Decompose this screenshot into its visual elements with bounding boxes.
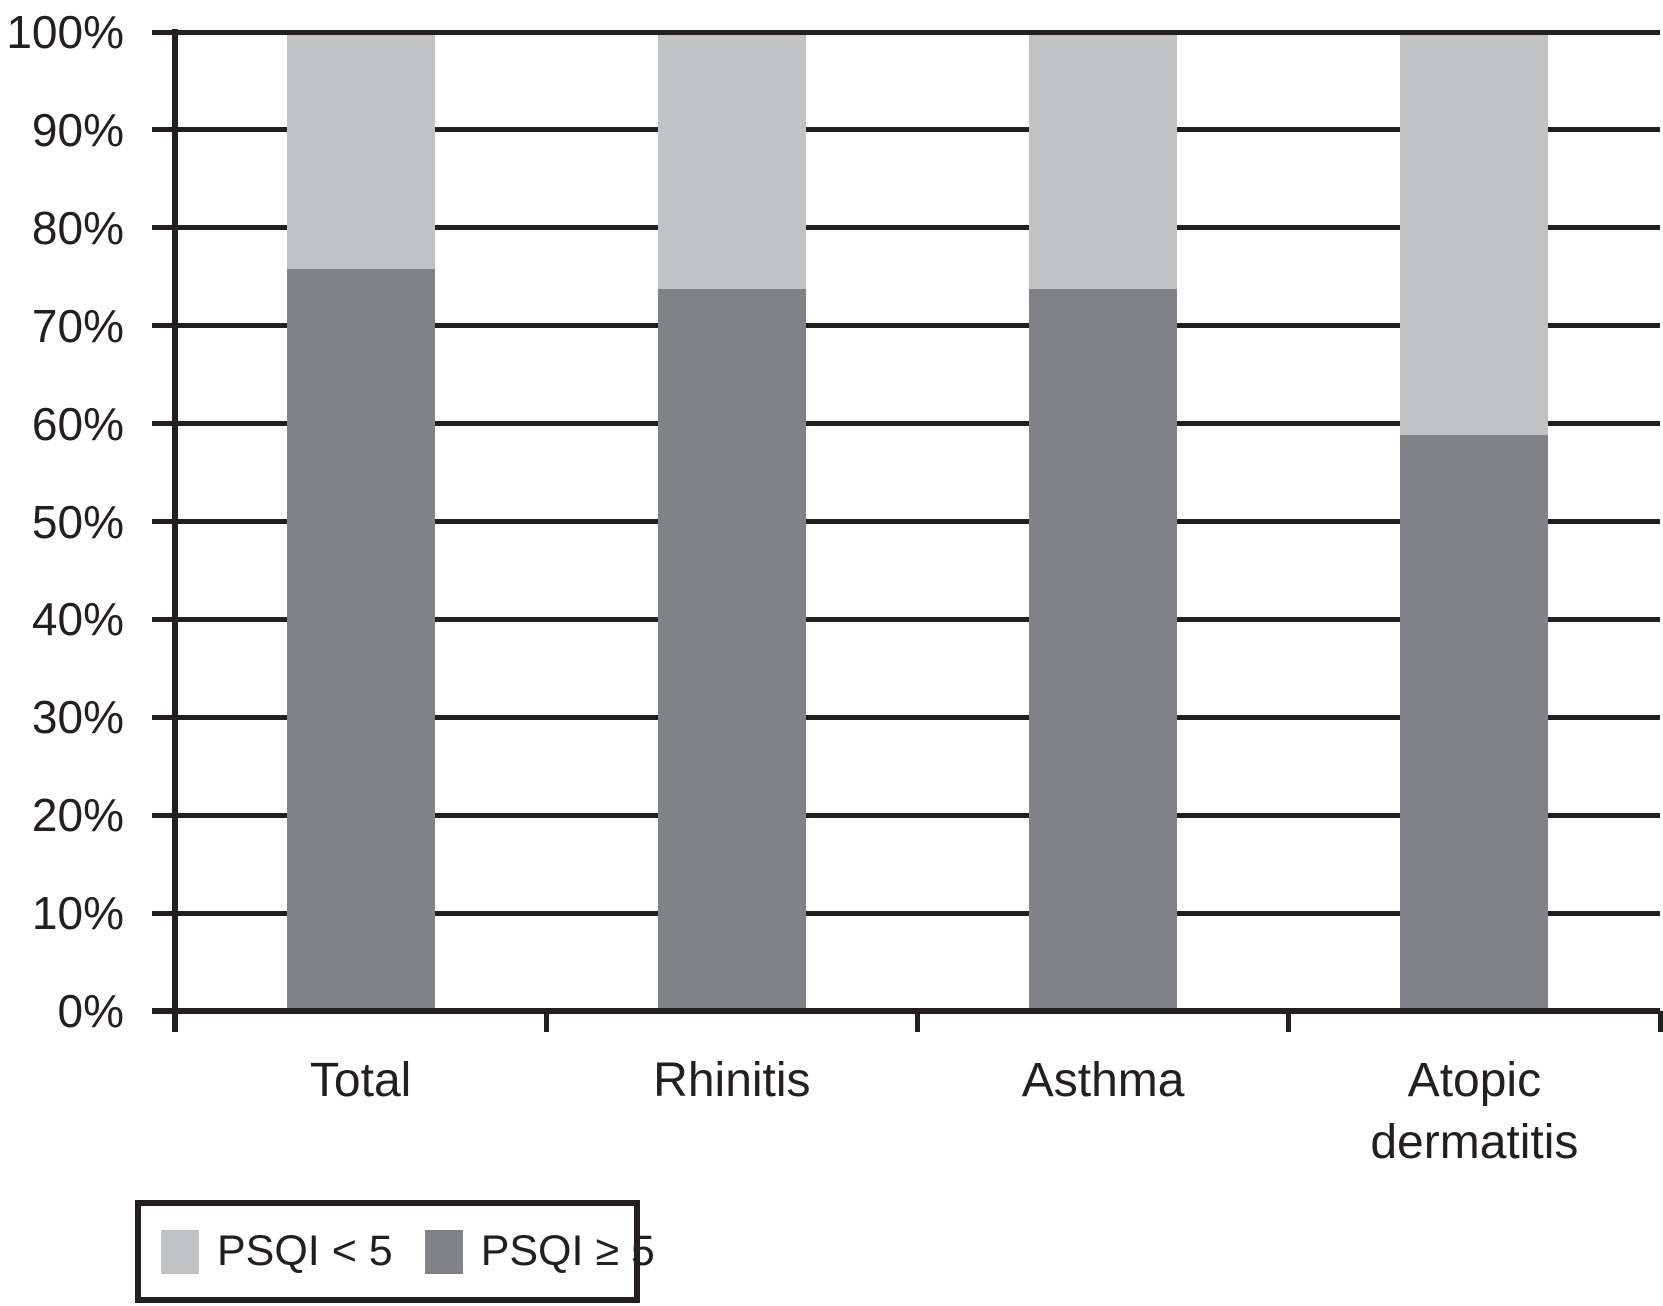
x-category-label-rhinitis: Rhinitis xyxy=(653,1054,811,1107)
y-tick-label-80: 80% xyxy=(31,201,124,254)
bar-rhinitis xyxy=(657,34,806,1011)
gridline-20 xyxy=(152,812,1660,818)
y-axis-line xyxy=(172,29,178,1032)
legend-swatch-psqi-ge-5-icon xyxy=(424,1229,463,1274)
bar-asthma xyxy=(1029,34,1178,1011)
bar-segment-psqi-ge-5 xyxy=(1029,289,1178,1011)
legend-label-psqi-lt-5: PSQI < 5 xyxy=(217,1227,393,1275)
x-tick-3 xyxy=(1286,1011,1292,1032)
legend-label-psqi-ge-5: PSQI ≥ 5 xyxy=(480,1227,655,1275)
gridline-90 xyxy=(152,127,1660,133)
legend: PSQI < 5 PSQI ≥ 5 xyxy=(135,1200,655,1303)
bar-atopic-dermatitis xyxy=(1400,34,1549,1011)
x-category-label-total: Total xyxy=(309,1054,412,1107)
legend-item-psqi-lt-5: PSQI < 5 xyxy=(161,1227,393,1276)
y-tick-label-30: 30% xyxy=(31,691,124,744)
gridline-50 xyxy=(152,519,1660,524)
y-tick-label-20: 20% xyxy=(31,789,124,842)
bar-segment-psqi-lt-5 xyxy=(1029,34,1178,289)
gridline-40 xyxy=(152,616,1660,622)
gridline-80 xyxy=(152,225,1660,231)
bar-segment-psqi-ge-5 xyxy=(1400,435,1549,1011)
x-category-label-asthma: Asthma xyxy=(1021,1054,1185,1107)
gridline-70 xyxy=(152,323,1660,329)
bar-segment-psqi-lt-5 xyxy=(1400,34,1549,435)
bar-segment-psqi-ge-5 xyxy=(286,269,435,1011)
gridline-30 xyxy=(152,714,1660,720)
y-tick-label-10: 10% xyxy=(31,887,124,940)
bar-total xyxy=(286,34,435,1011)
bar-segment-psqi-ge-5 xyxy=(657,289,806,1011)
y-tick-label-0: 0% xyxy=(57,985,124,1037)
y-tick-label-90: 90% xyxy=(31,103,124,156)
y-tick-label-50: 50% xyxy=(31,495,124,548)
x-tick-2 xyxy=(915,1011,920,1032)
y-tick-label-60: 60% xyxy=(31,397,124,450)
gridline-10 xyxy=(152,910,1660,916)
legend-item-psqi-ge-5: PSQI ≥ 5 xyxy=(424,1227,655,1276)
x-category-label-atopic-dermatitis: Atopic dermatitis xyxy=(1370,1054,1579,1169)
x-axis-line xyxy=(152,1008,1660,1014)
y-tick-label-70: 70% xyxy=(31,299,124,352)
y-tick-label-100: 100% xyxy=(6,6,124,58)
x-tick-1 xyxy=(543,1011,549,1032)
y-tick-label-40: 40% xyxy=(31,593,124,646)
x-tick-4 xyxy=(1657,1011,1663,1032)
bar-segment-psqi-lt-5 xyxy=(286,34,435,269)
gridline-100-overlay xyxy=(152,30,1660,35)
bar-segment-psqi-lt-5 xyxy=(657,34,806,289)
legend-swatch-psqi-lt-5-icon xyxy=(161,1229,199,1274)
gridline-60 xyxy=(152,421,1660,427)
